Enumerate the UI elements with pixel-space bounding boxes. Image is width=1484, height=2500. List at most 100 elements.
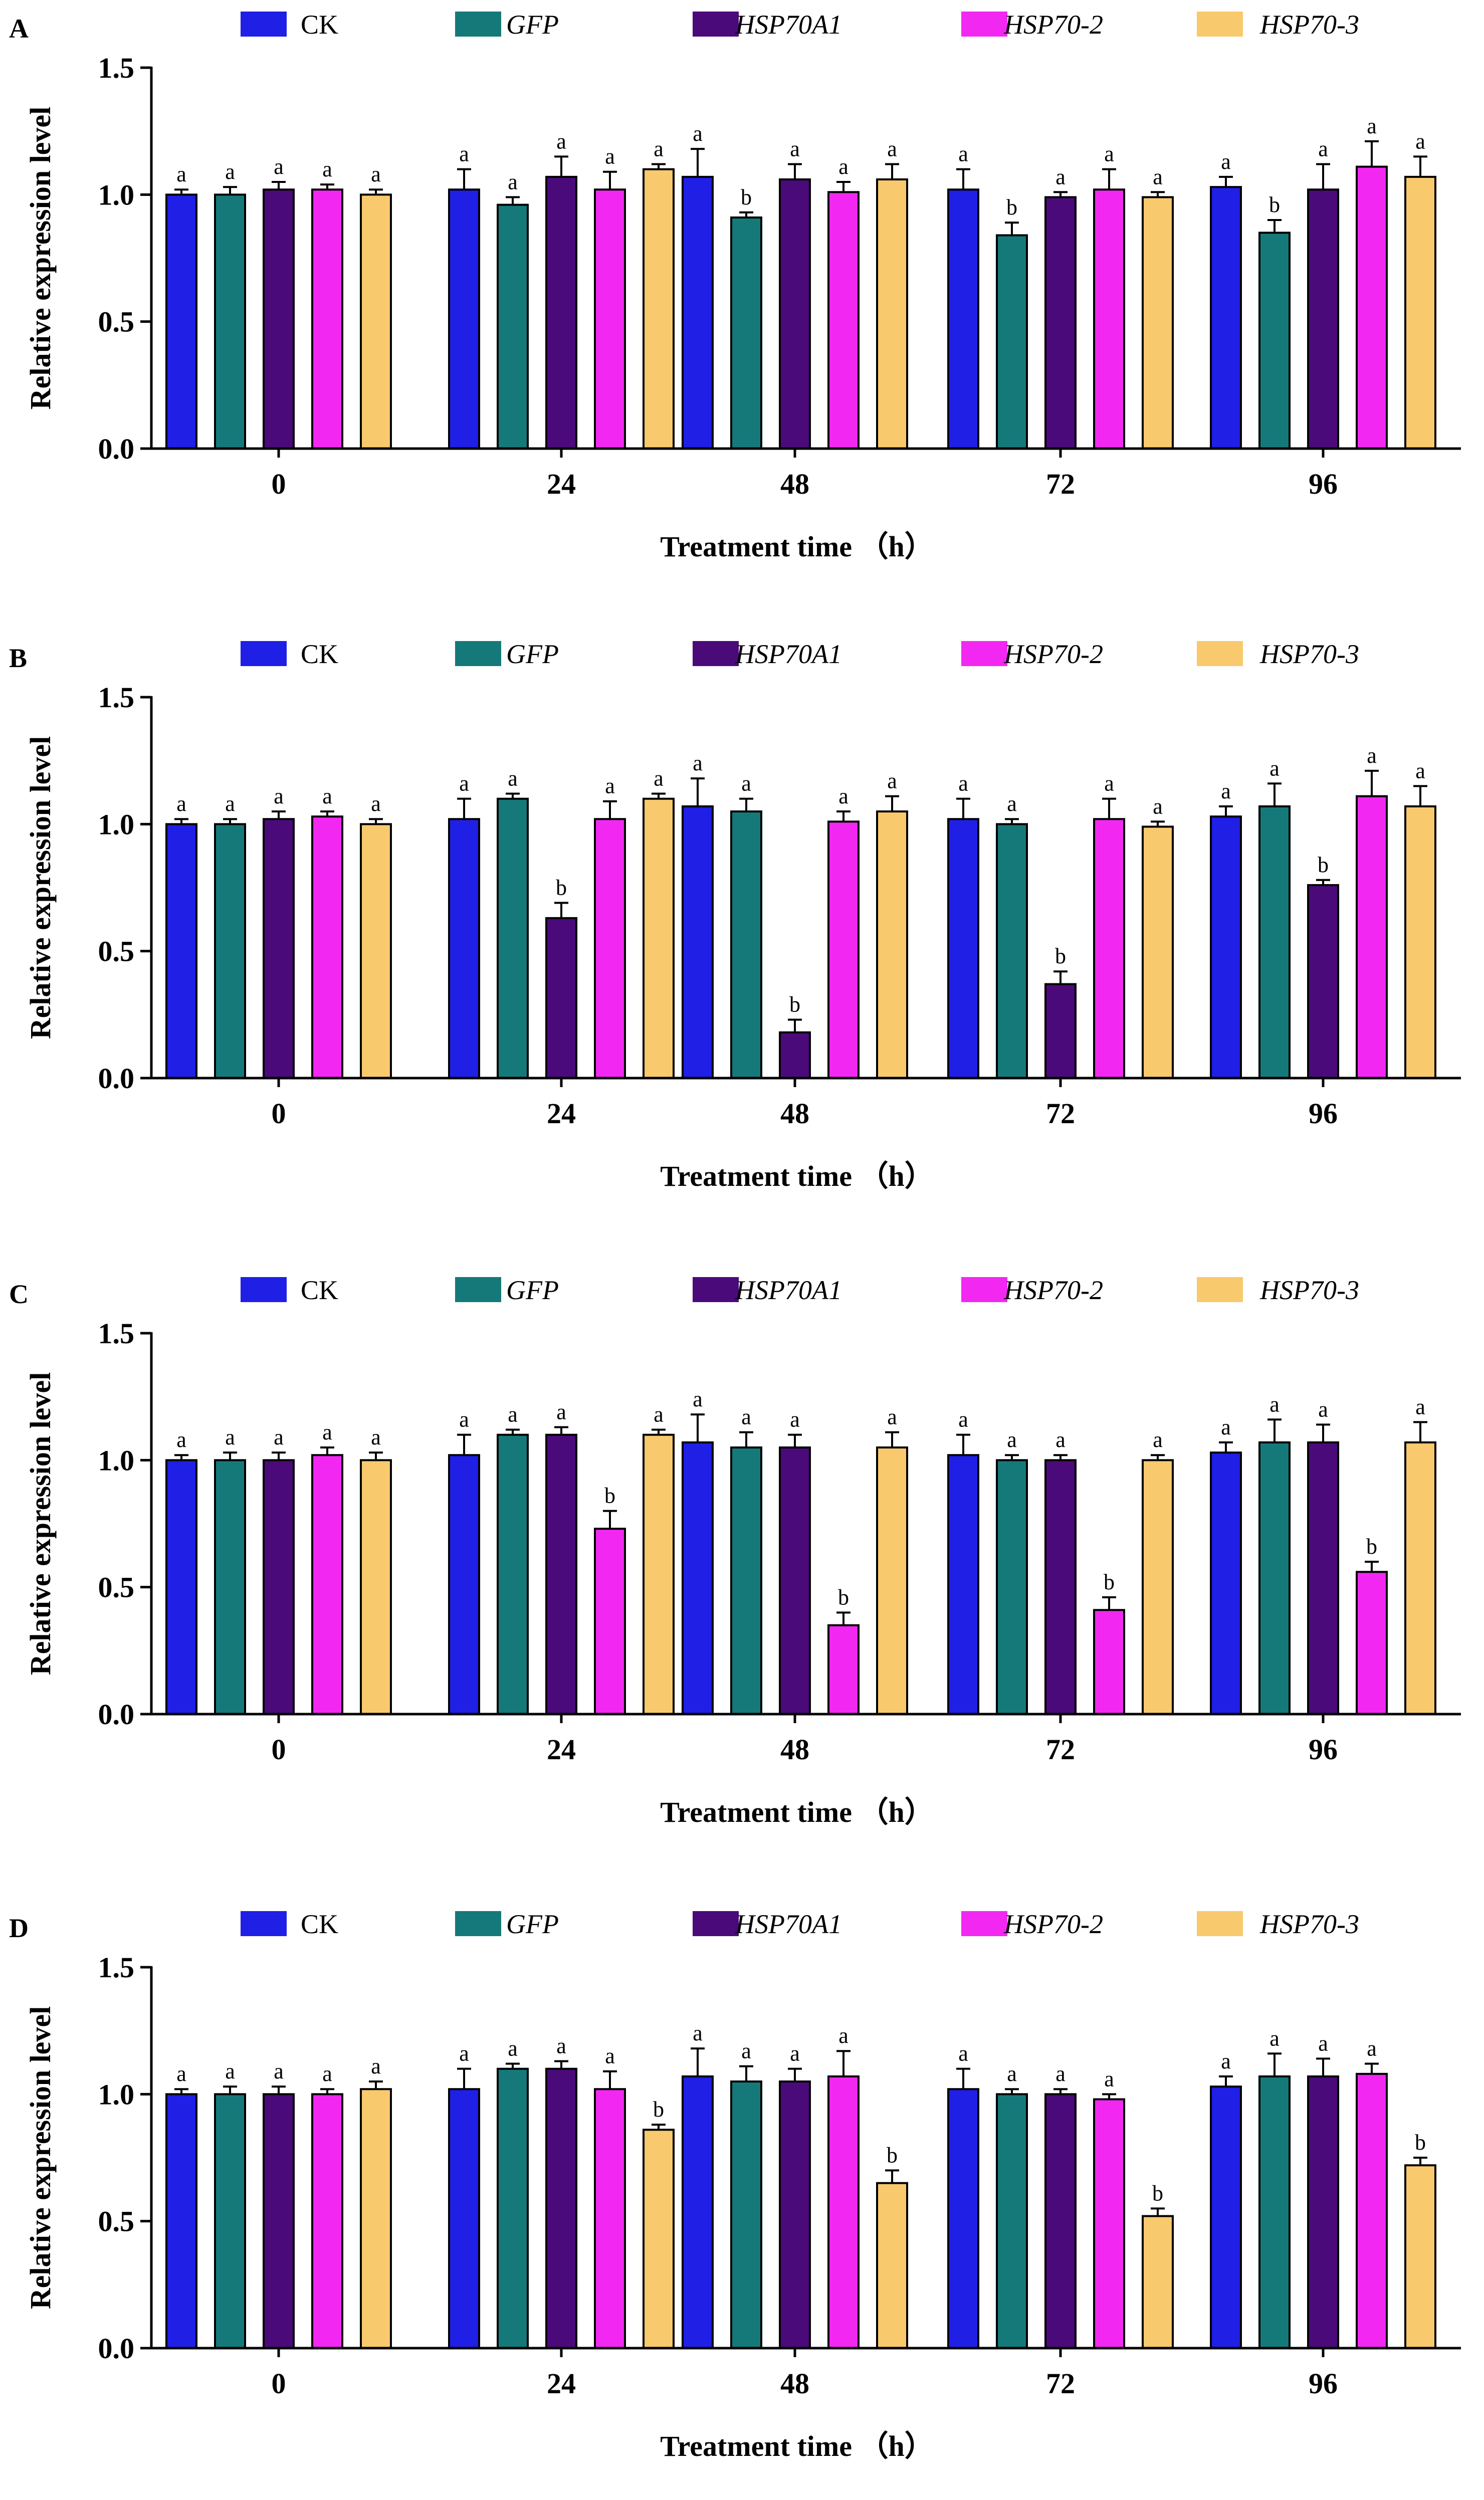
- x-axis-title: Treatment time （h）: [660, 1160, 934, 1192]
- bar-gfp-24: [497, 2067, 529, 2349]
- significance-label: a: [508, 766, 518, 791]
- bar-hsp70-2-72: [1093, 1609, 1125, 1715]
- significance-label: b: [604, 1484, 615, 1508]
- bar-ck-48: [682, 1441, 714, 1716]
- bar-ck-0: [165, 1459, 197, 1715]
- bar-hsp70-3-24: [643, 797, 675, 1079]
- significance-label: a: [1055, 164, 1066, 189]
- bar-hsp70-3-48: [876, 178, 908, 450]
- significance-label: a: [176, 791, 186, 816]
- legend-label-hsp70a1: HSP70A1: [735, 639, 842, 669]
- legend-swatch-gfp: [455, 12, 501, 37]
- bar-ck-72: [947, 1454, 979, 1715]
- significance-label: a: [1318, 1397, 1328, 1421]
- bar-ck-0: [165, 823, 197, 1079]
- legend-swatch-gfp: [455, 1911, 501, 1936]
- bar-hsp70a1-24: [545, 917, 577, 1079]
- bar-ck-24: [448, 188, 480, 450]
- bar-hsp70-2-0: [311, 188, 343, 450]
- legend-label-hsp70a1: HSP70A1: [735, 1909, 842, 1939]
- significance-label: a: [654, 137, 664, 161]
- legend-swatch-gfp: [455, 1277, 501, 1302]
- legend-label-hsp70-2: HSP70-2: [1003, 1275, 1103, 1305]
- significance-label: a: [459, 142, 469, 166]
- x-tick-label: 48: [780, 1733, 809, 1766]
- y-tick-label: 1.5: [98, 52, 135, 84]
- significance-label: a: [605, 774, 615, 798]
- legend-swatch-hsp70-2: [961, 641, 1007, 666]
- bar-gfp-0: [214, 193, 246, 450]
- bar-hsp70-2-24: [594, 818, 626, 1079]
- bar-hsp70-3-48: [876, 2182, 908, 2350]
- bar-hsp70-3-0: [360, 823, 392, 1079]
- legend-label-hsp70-2: HSP70-2: [1003, 1909, 1103, 1939]
- significance-label: b: [1006, 195, 1017, 220]
- chart-panel-d: D CK GFP HSP70A1 HSP70-2 HSP70-3 Relative expr…: [9, 1909, 1461, 2462]
- bar-hsp70-2-24: [594, 188, 626, 450]
- y-tick-label: 1.0: [98, 1444, 135, 1477]
- significance-label: a: [508, 1402, 518, 1427]
- legend-label-gfp: GFP: [506, 1909, 559, 1939]
- bar-ck-96: [1210, 1451, 1242, 1715]
- significance-label: a: [1221, 149, 1231, 174]
- bar-gfp-24: [497, 797, 529, 1079]
- bar-ck-24: [448, 818, 480, 1079]
- x-tick-label: 96: [1309, 1733, 1338, 1766]
- significance-label: a: [556, 129, 566, 153]
- significance-label: a: [741, 1405, 751, 1429]
- bar-hsp70-3-24: [643, 2129, 675, 2349]
- bar-hsp70-2-72: [1093, 818, 1125, 1079]
- significance-label: a: [790, 137, 800, 161]
- bar-hsp70a1-96: [1307, 884, 1339, 1079]
- significance-label: a: [1153, 164, 1163, 189]
- significance-label: a: [1318, 2031, 1328, 2055]
- significance-label: a: [176, 2061, 186, 2086]
- panel-label: B: [9, 643, 27, 673]
- y-axis-title: Relative expression level: [24, 736, 57, 1039]
- x-axis-title: Treatment time （h）: [660, 1796, 934, 1828]
- bar-gfp-48: [730, 810, 762, 1079]
- bar-hsp70-2-96: [1356, 1571, 1388, 1715]
- significance-label: a: [459, 771, 469, 796]
- bar-gfp-96: [1258, 805, 1291, 1080]
- significance-label: a: [1415, 129, 1425, 153]
- x-tick-label: 0: [272, 1097, 286, 1130]
- bar-ck-96: [1210, 2086, 1242, 2349]
- legend-swatch-hsp70-2: [961, 1277, 1007, 1302]
- bar-ck-72: [947, 2088, 979, 2349]
- significance-label: b: [741, 185, 752, 210]
- bar-gfp-24: [497, 203, 529, 450]
- significance-label: a: [1221, 779, 1231, 803]
- significance-label: a: [1007, 2061, 1017, 2086]
- x-tick-label: 96: [1309, 2367, 1338, 2400]
- bar-hsp70-3-96: [1404, 2164, 1436, 2349]
- bar-hsp70-2-48: [827, 1624, 860, 1716]
- bar-hsp70a1-96: [1307, 1441, 1339, 1716]
- bar-gfp-96: [1258, 1441, 1291, 1716]
- x-axis-title: Treatment time （h）: [660, 530, 934, 563]
- significance-label: a: [958, 2041, 968, 2066]
- legend-swatch-ck: [241, 1277, 287, 1302]
- significance-label: a: [371, 162, 381, 186]
- significance-label: a: [1104, 2066, 1114, 2091]
- bar-hsp70-3-0: [360, 193, 392, 450]
- legend-swatch-hsp70-2: [961, 1911, 1007, 1936]
- bar-gfp-0: [214, 823, 246, 1079]
- significance-label: b: [1366, 1534, 1377, 1559]
- bar-hsp70a1-72: [1044, 1459, 1077, 1715]
- x-axis-title: Treatment time （h）: [660, 2430, 934, 2462]
- significance-label: a: [693, 121, 703, 146]
- y-tick-label: 1.5: [98, 681, 135, 714]
- y-tick-label: 1.5: [98, 1951, 135, 1984]
- legend-label-ck: CK: [301, 10, 338, 40]
- significance-label: a: [322, 2061, 332, 2086]
- x-tick-label: 0: [272, 468, 286, 500]
- legend-label-hsp70-3: HSP70-3: [1259, 1275, 1359, 1305]
- significance-label: a: [322, 157, 332, 181]
- bar-hsp70-2-72: [1093, 2098, 1125, 2349]
- x-tick-label: 72: [1046, 468, 1075, 500]
- legend-swatch-hsp70a1: [693, 12, 739, 37]
- bar-gfp-48: [730, 2080, 762, 2349]
- legend-label-hsp70a1: HSP70A1: [735, 1275, 842, 1305]
- bar-ck-24: [448, 2088, 480, 2349]
